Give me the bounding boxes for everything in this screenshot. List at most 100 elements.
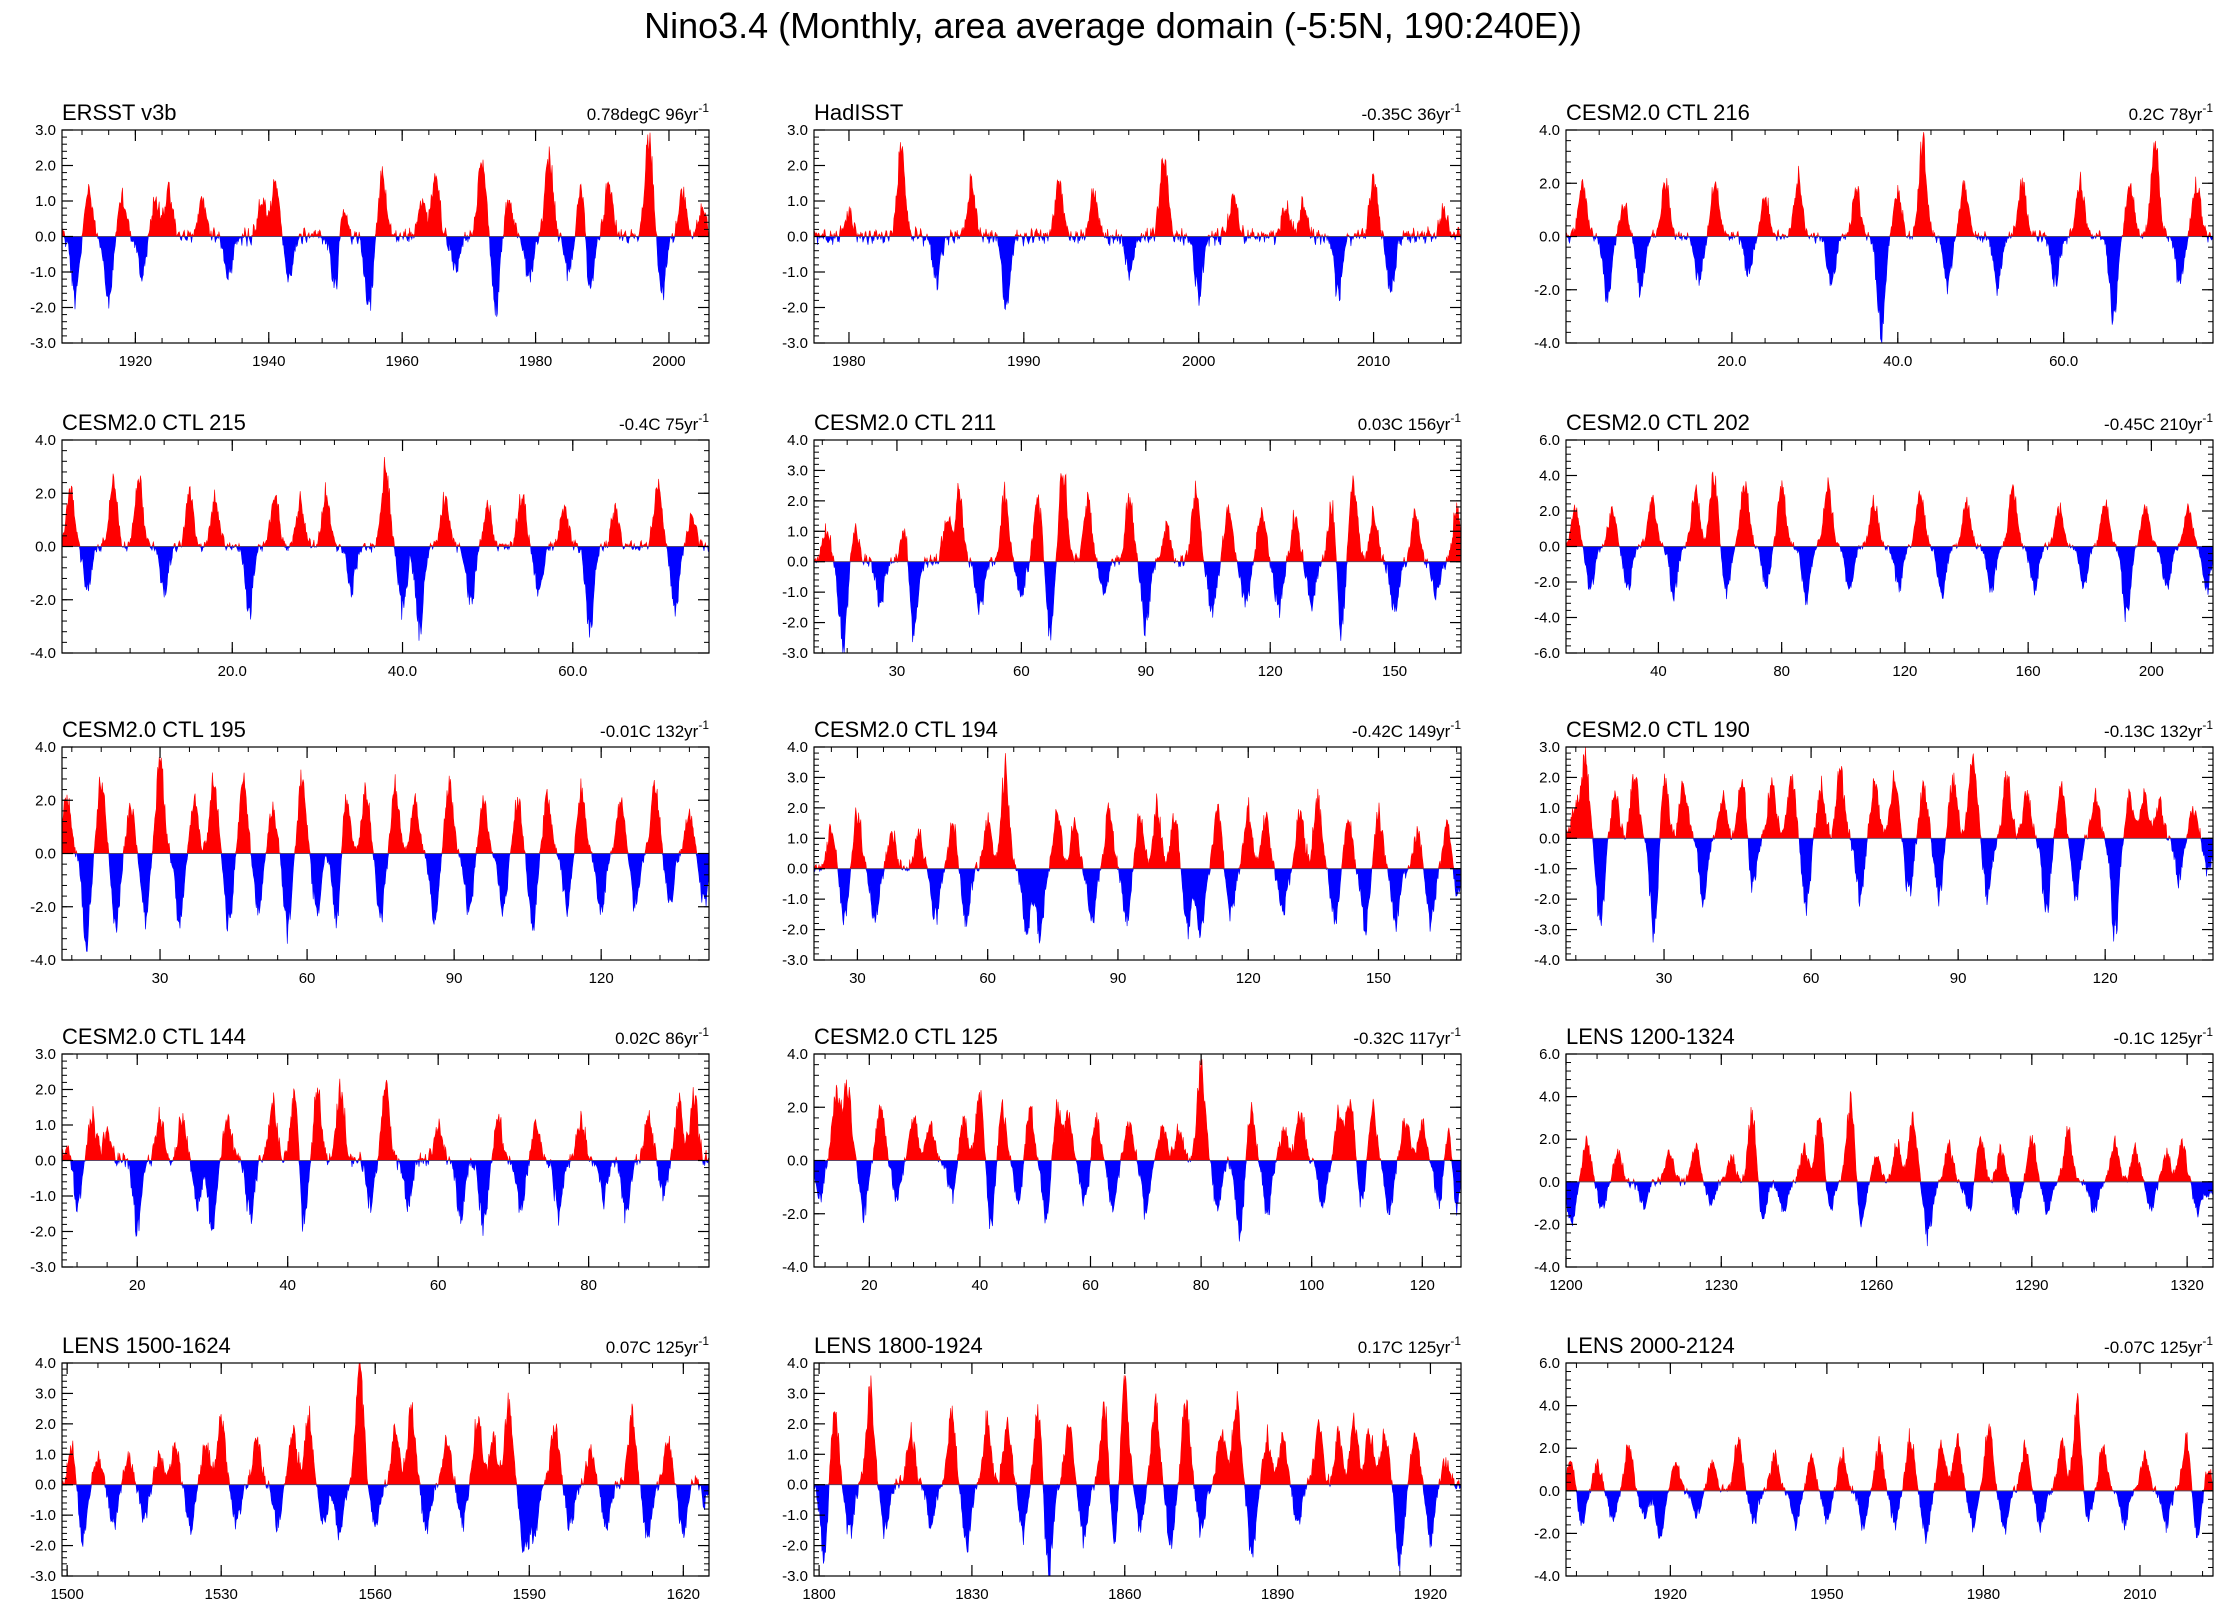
plot-frame (61, 1362, 710, 1577)
panel-title: CESM2.0 CTL 190 (1566, 717, 1750, 742)
positive-anomaly-area (61, 1078, 710, 1162)
x-tick-label: 150 (1366, 970, 1391, 987)
panel-stat: -0.32C 117yr-1 (1353, 1025, 1461, 1048)
x-tick-label: 1920 (1654, 1586, 1687, 1603)
x-tick-label: 1560 (359, 1586, 392, 1603)
y-tick-label: 2.0 (35, 485, 56, 502)
negative-anomaly-area (813, 867, 1462, 944)
chart-panel: CESM2.0 CTL 144 0.02C 86yr-1 3.0 2.0 1.0 0.0 -… (30, 1024, 710, 1294)
x-tick-label: 90 (446, 970, 463, 987)
chart-panel: CESM2.0 CTL 211 0.03C 156yr-1 4.0 3.0 2.0 1.0… (782, 410, 1462, 680)
x-tick-label: 120 (1258, 663, 1283, 680)
y-tick-label: -1.0 (782, 584, 808, 601)
x-tick-label: 30 (1656, 970, 1673, 987)
x-tick-label: 90 (1137, 663, 1154, 680)
positive-anomaly-area (61, 1362, 709, 1486)
y-tick-label: 4.0 (35, 739, 56, 756)
x-tick-label: 60 (430, 1277, 447, 1294)
x-tick-label: 1980 (832, 353, 865, 370)
panel-title: LENS 2000-2124 (1566, 1333, 1735, 1358)
y-tick-label: -4.0 (1534, 1568, 1560, 1585)
positive-anomaly-area (813, 142, 1462, 238)
x-tick-label: 30 (849, 970, 866, 987)
x-tick-label: 2000 (652, 353, 685, 370)
x-tick-label: 60 (1082, 1277, 1099, 1294)
y-tick-label: 0.0 (787, 1153, 808, 1170)
panel-stat-superscript: -1 (2202, 718, 2213, 732)
y-tick-label: 4.0 (35, 432, 56, 449)
y-tick-label: 4.0 (1539, 1089, 1560, 1106)
panel-stat-superscript: -1 (2202, 1025, 2213, 1039)
negative-anomaly-area (1566, 545, 2214, 623)
panel-stat: -0.4C 75yr-1 (619, 411, 709, 434)
y-tick-label: -3.0 (30, 1259, 56, 1276)
negative-anomaly-area (62, 235, 709, 317)
y-tick-label: 0.0 (35, 539, 56, 556)
panel-stat: -0.07C 125yr-1 (2104, 1334, 2213, 1357)
plot-frame (813, 746, 1462, 961)
y-tick-label: 4.0 (787, 1046, 808, 1063)
plot-frame (813, 1362, 1462, 1577)
panel-stat-superscript: -1 (698, 411, 709, 425)
x-tick-label: 1980 (519, 353, 552, 370)
x-tick-label: 20 (861, 1277, 878, 1294)
y-tick-label: 2.0 (1539, 175, 1560, 192)
panel-stat: 0.2C 78yr-1 (2129, 101, 2214, 124)
positive-anomaly-area (61, 757, 709, 855)
y-tick-label: -1.0 (30, 264, 56, 281)
x-tick-label: 1260 (1860, 1277, 1893, 1294)
chart-panel: CESM2.0 CTL 195 -0.01C 132yr-1 4.0 2.0 0.0 -2… (30, 717, 710, 987)
y-tick-label: -3.0 (30, 335, 56, 352)
panel-stat-superscript: -1 (1450, 101, 1461, 115)
y-tick-label: 2.0 (787, 1416, 808, 1433)
x-tick-label: 1980 (1967, 1586, 2000, 1603)
panel-stat-value: -0.32C 117yr (1353, 1029, 1450, 1048)
panel-title: CESM2.0 CTL 215 (62, 410, 246, 435)
y-tick-label: 4.0 (35, 1355, 56, 1372)
panel-title: CESM2.0 CTL 144 (62, 1024, 246, 1049)
chart-panel: CESM2.0 CTL 194 -0.42C 149yr-1 4.0 3.0 2.0 1.… (782, 717, 1462, 987)
y-tick-label: 0.0 (35, 1153, 56, 1170)
x-tick-label: 40 (279, 1277, 296, 1294)
panel-stat-value: 0.2C 78yr (2129, 105, 2203, 124)
plot-frame (1565, 1053, 2214, 1268)
y-tick-label: 4.0 (787, 432, 808, 449)
y-tick-label: -3.0 (30, 1568, 56, 1585)
positive-anomaly-area (1565, 1393, 2214, 1492)
y-tick-label: 2.0 (1539, 1440, 1560, 1457)
panel-title: CESM2.0 CTL 195 (62, 717, 246, 742)
x-tick-label: 20 (129, 1277, 146, 1294)
y-tick-label: -2.0 (30, 300, 56, 317)
x-tick-label: 80 (580, 1277, 597, 1294)
panel-stat: 0.17C 125yr-1 (1358, 1334, 1462, 1357)
y-tick-label: -2.0 (782, 1206, 808, 1223)
y-tick-label: -2.0 (1534, 1216, 1560, 1233)
y-tick-label: 0.0 (35, 1477, 56, 1494)
y-tick-label: 1.0 (787, 1446, 808, 1463)
panel-title: LENS 1200-1324 (1566, 1024, 1735, 1049)
panel-title: CESM2.0 CTL 216 (1566, 100, 1750, 125)
y-tick-label: -2.0 (1534, 1525, 1560, 1542)
x-tick-label: 60.0 (2049, 353, 2078, 370)
x-tick-label: 150 (1382, 663, 1407, 680)
panel-stat-superscript: -1 (1450, 1334, 1461, 1348)
x-tick-label: 120 (2093, 970, 2118, 987)
y-tick-label: 0.0 (787, 554, 808, 571)
positive-anomaly-area (1565, 746, 2213, 839)
x-tick-label: 20.0 (218, 663, 247, 680)
y-tick-label: 0.0 (1539, 830, 1560, 847)
y-tick-label: 3.0 (787, 1385, 808, 1402)
positive-anomaly-area (61, 132, 710, 238)
panel-title: HadISST (814, 100, 903, 125)
y-tick-label: 0.0 (787, 229, 808, 246)
panel-stat-value: 0.03C 156yr (1358, 415, 1451, 434)
page-title: Nino3.4 (Monthly, area average domain (-… (644, 5, 1582, 46)
panel-stat-value: -0.07C 125yr (2104, 1338, 2203, 1357)
x-tick-label: 1990 (1007, 353, 1040, 370)
y-tick-label: -4.0 (1534, 1259, 1560, 1276)
x-tick-label: 40.0 (1883, 353, 1912, 370)
y-tick-label: -2.0 (30, 592, 56, 609)
panel-stat-value: 0.78degC 96yr (587, 105, 699, 124)
y-tick-label: -2.0 (782, 922, 808, 939)
panel-stat: -0.01C 132yr-1 (600, 718, 709, 741)
